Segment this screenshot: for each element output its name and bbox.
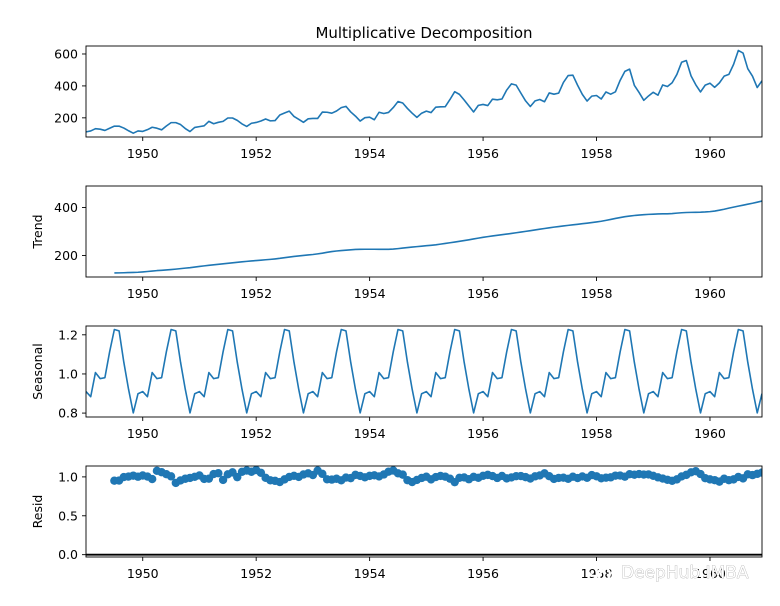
resid-ytick-label: 1.0: [58, 469, 78, 484]
seasonal-ytick-label: 1.2: [58, 327, 78, 342]
seasonal-xtick-label: 1960: [694, 426, 726, 441]
resid-xtick-label: 1952: [240, 566, 272, 581]
seasonal-series-line: [86, 328, 762, 414]
observed-xtick-label: 1960: [694, 146, 726, 161]
resid-ytick-label: 0.0: [58, 547, 78, 562]
resid-point: [757, 468, 762, 477]
resid-xtick-label: 1950: [127, 566, 159, 581]
resid-ylabel: Resid: [30, 495, 45, 529]
resid-xtick-label: 1956: [467, 566, 499, 581]
seasonal-xtick-label: 1950: [127, 426, 159, 441]
trend-ytick-label: 400: [54, 200, 78, 215]
seasonal-ytick-label: 1.0: [58, 366, 78, 381]
watermark-logo-icon: [587, 561, 611, 581]
trend-xtick-label: 1958: [581, 286, 613, 301]
observed-xtick-label: 1950: [127, 146, 159, 161]
resid-xtick-label: 1960: [694, 566, 726, 581]
seasonal-xtick-label: 1954: [354, 426, 386, 441]
observed-xtick-label: 1952: [240, 146, 272, 161]
seasonal-ytick-label: 0.8: [58, 406, 78, 421]
seasonal-xtick-label: 1958: [581, 426, 613, 441]
seasonal-ylabel: Seasonal: [30, 343, 45, 400]
resid-points: [110, 466, 780, 488]
resid-point: [318, 469, 327, 479]
observed-xtick-label: 1956: [467, 146, 499, 161]
observed-series-line: [86, 49, 762, 134]
trend-ytick-label: 200: [54, 248, 78, 263]
trend-axes-frame: [85, 185, 763, 278]
trend-panel: 1950 1952 1954 1956 1958 1960 200 400 Trend: [30, 185, 763, 301]
trend-xtick-label: 1950: [127, 286, 159, 301]
trend-xtick-label: 1954: [354, 286, 386, 301]
observed-ytick-label: 200: [54, 110, 78, 125]
seasonal-xtick-label: 1952: [240, 426, 272, 441]
seasonal-panel: 1950 1952 1954 1956 1958 1960 0.8 1.0 1.2 Seasona…: [30, 325, 763, 441]
trend-series-line: [114, 200, 762, 274]
observed-axes-frame: [85, 45, 763, 138]
resid-ytick-label: 0.5: [58, 508, 78, 523]
trend-xtick-label: 1960: [694, 286, 726, 301]
observed-xtick-label: 1954: [354, 146, 386, 161]
chart-title: Multiplicative Decomposition: [315, 24, 532, 42]
resid-point: [398, 470, 407, 479]
seasonal-axes-frame: [85, 325, 763, 418]
resid-point: [777, 472, 780, 480]
trend-xtick-label: 1952: [240, 286, 272, 301]
resid-point: [767, 472, 775, 480]
resid-point: [214, 469, 223, 478]
resid-point: [762, 469, 770, 477]
watermark-text: DeepHub IMBA: [621, 563, 749, 583]
observed-ytick-label: 600: [54, 46, 78, 61]
observed-xtick-label: 1958: [581, 146, 613, 161]
resid-point: [218, 475, 228, 485]
trend-xtick-label: 1956: [467, 286, 499, 301]
resid-point: [166, 472, 176, 481]
resid-axes-frame: [85, 465, 763, 558]
resid-xtick-label: 1954: [354, 566, 386, 581]
resid-point: [147, 474, 157, 484]
resid-point: [772, 474, 780, 482]
observed-panel: 1950 1952 1954 1956 1958 1960 200 400 600: [54, 45, 763, 161]
trend-ylabel: Trend: [30, 214, 45, 249]
observed-ytick-label: 400: [54, 78, 78, 93]
seasonal-xtick-label: 1956: [467, 426, 499, 441]
